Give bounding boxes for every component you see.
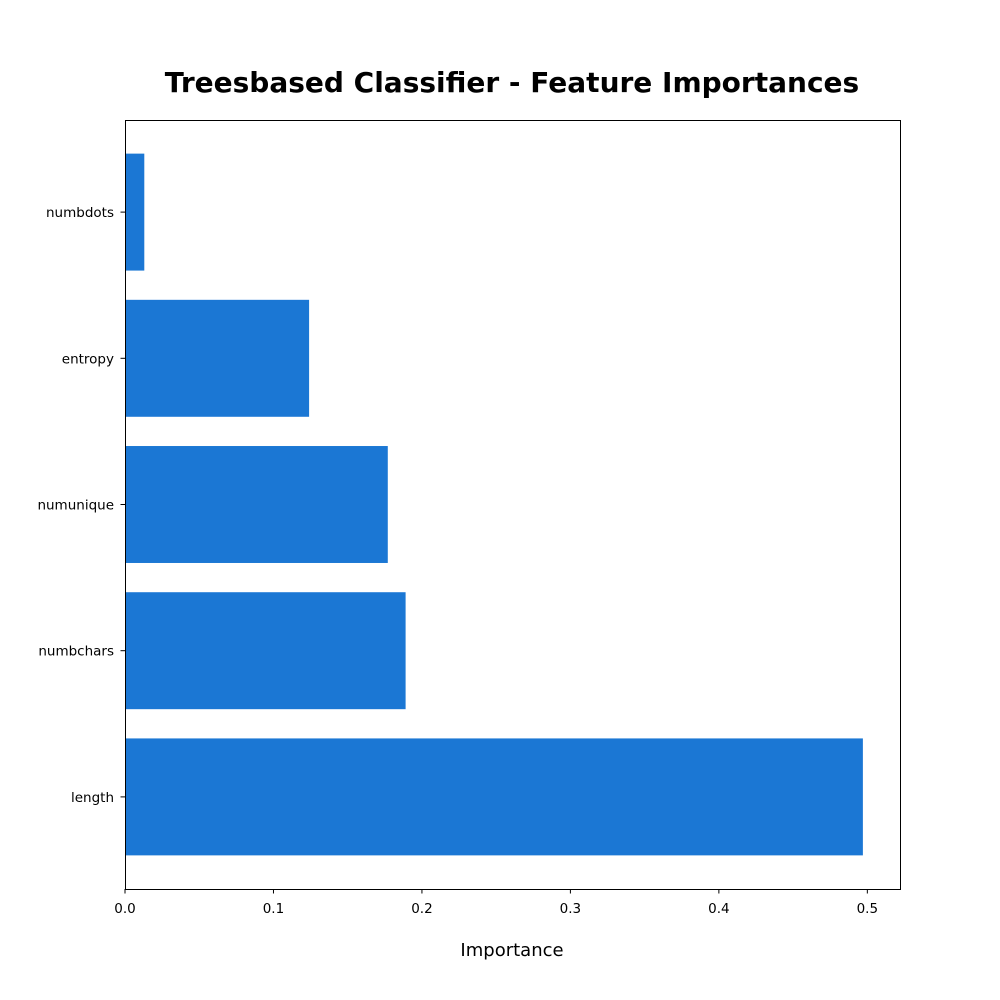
y-axis: length numbchars numunique entropy numbdots: [37, 205, 125, 806]
bar-numbdots: [125, 153, 145, 271]
bar-entropy: [125, 299, 310, 417]
y-tick-label: numbdots: [46, 205, 114, 221]
x-tick-label: 0.0: [114, 901, 135, 917]
bar-numunique: [125, 446, 388, 563]
x-tick-label: 0.4: [708, 901, 729, 917]
y-tick-label: numunique: [37, 498, 114, 514]
y-tick-label: numbchars: [38, 644, 114, 660]
x-tick-label: 0.5: [857, 901, 878, 917]
x-tick-label: 0.3: [560, 901, 581, 917]
x-tick-label: 0.1: [263, 901, 284, 917]
bar-length: [125, 738, 863, 856]
chart-title: Treesbased Classifier - Feature Importan…: [165, 66, 859, 99]
x-axis-label: Importance: [460, 940, 563, 961]
bar-numbchars: [125, 592, 406, 710]
y-tick-label: entropy: [62, 351, 114, 367]
plot-frame: [125, 120, 901, 890]
y-tick-label: length: [71, 790, 114, 806]
x-axis: 0.0 0.1 0.2 0.3 0.4 0.5: [114, 889, 878, 917]
x-tick-label: 0.2: [411, 901, 432, 917]
bars: [125, 153, 863, 856]
